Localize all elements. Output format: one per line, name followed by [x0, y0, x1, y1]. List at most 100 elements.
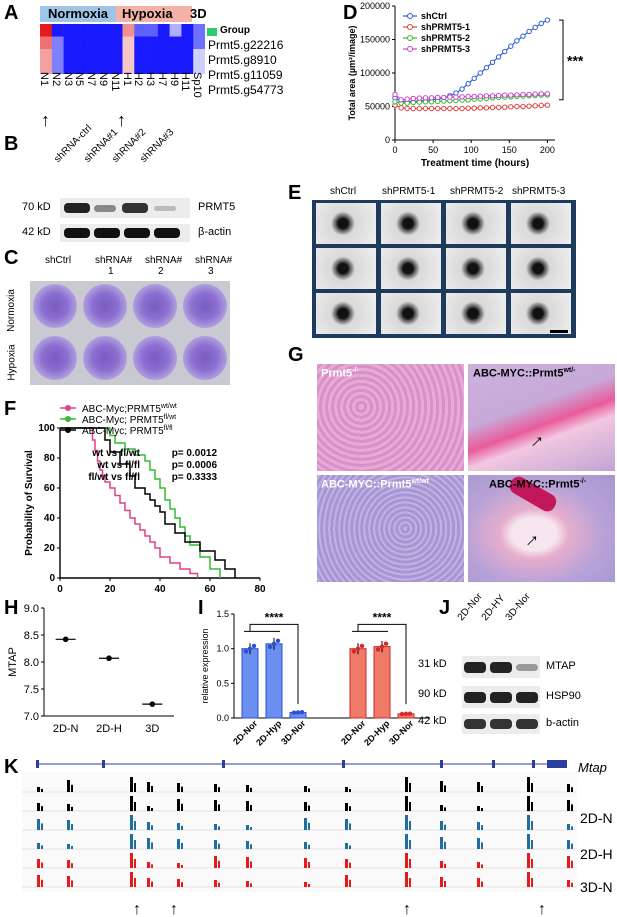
y-tick-label: 0: [49, 573, 55, 584]
coverage-peak: [214, 784, 217, 792]
blot-actin: [462, 714, 540, 734]
legend-label: shCtrl: [421, 11, 447, 21]
heatmap-col-label: H9: [167, 72, 180, 87]
data-point: [532, 103, 538, 109]
coverage-peak: [37, 803, 40, 811]
data-point: [149, 701, 156, 707]
chart-d: 0 50000 100000 150000 200000 0 50 100 150 200 Trea…: [347, 1, 584, 169]
coverage-peak: [567, 800, 570, 811]
heatmap-cell: [122, 36, 135, 50]
spheroid-image: [381, 293, 441, 334]
coverage-peak: [440, 837, 443, 849]
heatmap-cell: [87, 24, 100, 37]
panel-b-western: shRNA-ctrl shRNA#1 shRNA#2 shRNA#3 PRMT5…: [52, 123, 290, 250]
coverage-peak: [177, 799, 180, 811]
exon: [222, 760, 225, 768]
band-name: b-actin: [546, 717, 580, 729]
coverage-peak: [130, 796, 133, 811]
coverage-peak: [71, 824, 73, 830]
coverage-peak: [147, 878, 150, 887]
coverage-peak: [147, 806, 150, 811]
histology-image: [468, 364, 615, 471]
blot-mtap: [462, 656, 540, 678]
coverage-peak: [481, 825, 483, 830]
coverage-peak: [308, 884, 310, 887]
data-point: [532, 91, 538, 97]
data-point: [538, 91, 544, 97]
plate-col-label: 3: [208, 266, 214, 277]
coverage-peak: [405, 872, 408, 887]
coverage-peak: [405, 815, 408, 830]
y-tick-label: 0: [385, 135, 390, 145]
x-tick-label: 2D-Hyp: [254, 718, 284, 748]
spheroid-col-label: shPRMT5-2: [450, 186, 504, 197]
heatmap-row-label: Prmt5.g8910: [208, 53, 277, 67]
coverage-peak: [218, 804, 220, 811]
coverage-peak: [71, 863, 73, 868]
coverage-peak: [246, 801, 249, 811]
coverage-peak: [41, 806, 43, 811]
spheroid-col-label: shCtrl: [330, 186, 357, 197]
chart-f: 0 20 40 60 80 100 0 20 40 60 80 Probability of Surv…: [24, 403, 266, 595]
track-group-label: 2D-N: [580, 810, 613, 826]
coverage-peak: [147, 862, 150, 868]
coverage-peak: [71, 806, 73, 811]
heatmap-col-label: N2: [49, 72, 62, 87]
exon: [342, 760, 345, 768]
mw-label: 70 kD: [22, 201, 51, 213]
data-point: [465, 105, 471, 111]
bar: [349, 648, 367, 719]
coverage-peak: [177, 839, 180, 849]
heatmap-cell: [51, 49, 64, 62]
data-point: [520, 91, 526, 98]
coverage-peak: [71, 880, 73, 887]
heatmap-cell: [63, 36, 76, 50]
coverage-peak: [37, 819, 40, 830]
coverage-peak: [130, 777, 133, 792]
spheroid-image: [446, 203, 506, 244]
heatmap-cell: [87, 36, 100, 50]
bar: [265, 643, 283, 719]
y-tick-label: 0.5: [216, 678, 229, 688]
heatmap-cell: [122, 49, 135, 62]
x-tick-label: 0: [57, 584, 63, 595]
heatmap-grid: [40, 24, 205, 74]
coverage-peak: [147, 838, 150, 849]
coverage-peak: [177, 863, 180, 868]
coverage-peak: [349, 823, 351, 830]
data-point: [532, 24, 538, 31]
heatmap-cell: [75, 49, 88, 62]
coverage-peak: [177, 783, 180, 792]
coverage-peak: [304, 858, 307, 868]
coverage-peak: [41, 879, 43, 887]
y-axis-label: Probability of Survival: [24, 450, 35, 556]
histology-image: [317, 364, 464, 471]
coverage-peak: [37, 787, 40, 792]
data-point: [434, 105, 441, 112]
heatmap-row-label: Prmt5.g22216: [208, 38, 284, 52]
data-point: [434, 94, 441, 101]
plate-col-label: shRNA#: [95, 255, 133, 266]
coverage-peak: [134, 802, 136, 811]
coverage-peak: [345, 859, 348, 868]
data-point: [243, 649, 249, 654]
coverage-peak: [527, 815, 530, 830]
coverage-peak: [41, 823, 43, 830]
coverage-peak: [246, 841, 249, 849]
data-point: [447, 94, 453, 100]
coverage-peak: [308, 844, 310, 849]
panel-letter-c: C: [4, 247, 19, 269]
significance-bracket: [357, 623, 407, 705]
data-point: [520, 103, 526, 110]
heatmap-col-label: N7: [85, 72, 98, 87]
data-point: [453, 105, 459, 112]
coverage-peak: [345, 875, 348, 887]
y-tick-label: 9.0: [24, 603, 39, 615]
coverage-peak: [440, 821, 443, 830]
x-tick-label: 2D-N: [53, 723, 79, 735]
coverage-peak: [567, 784, 570, 792]
culture-plate: [133, 336, 177, 380]
heatmap-cell: [193, 24, 205, 37]
coverage-peak: [308, 788, 310, 792]
